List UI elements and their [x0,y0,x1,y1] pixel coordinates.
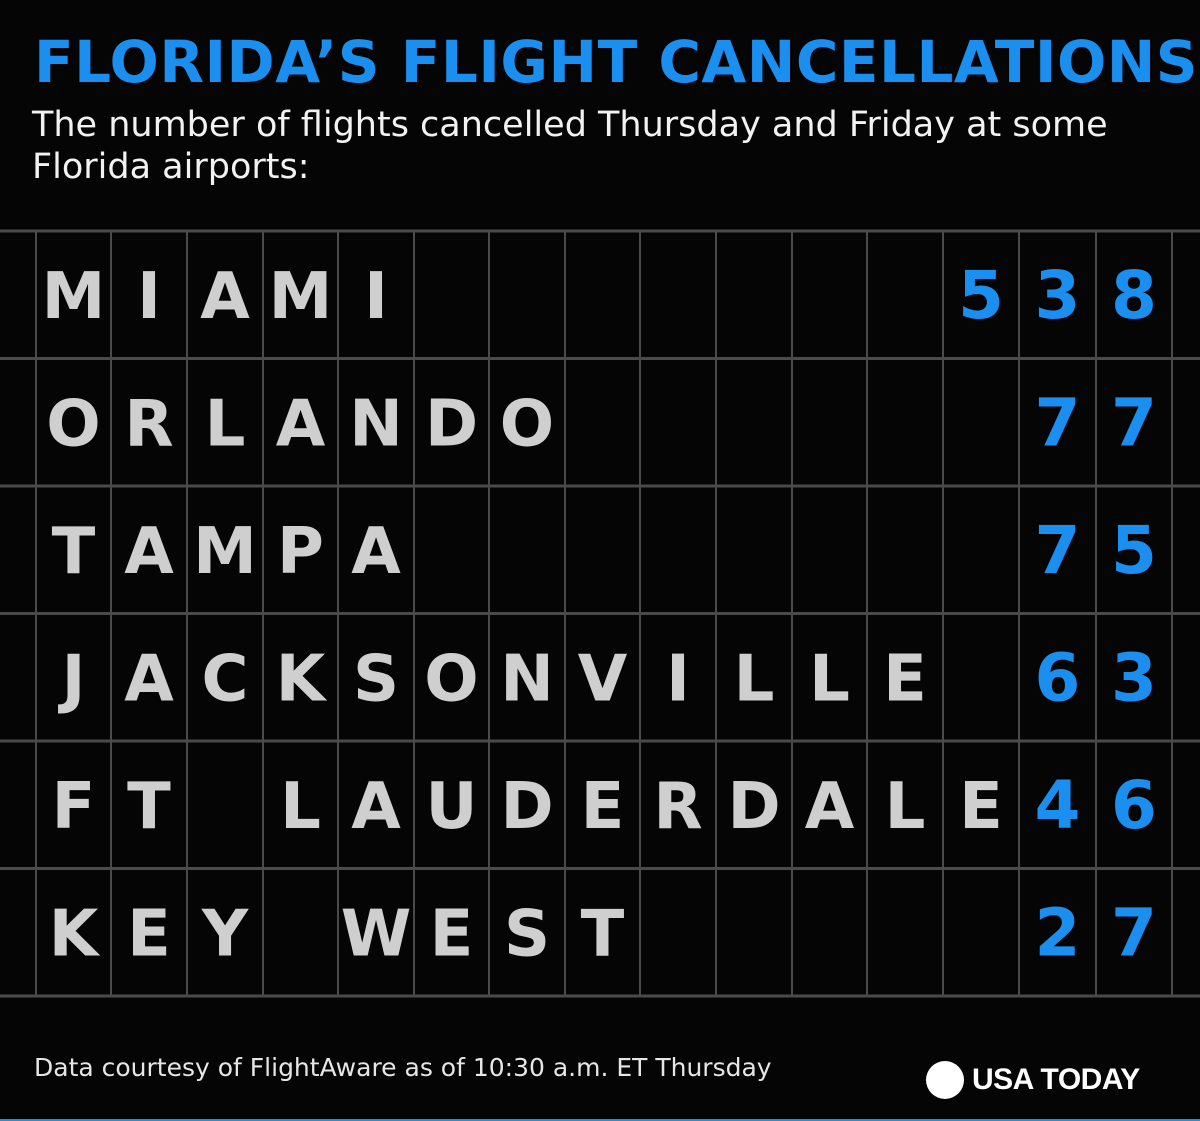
airport-letter: M [193,515,257,589]
cancellation-digit: 6 [1035,639,1081,716]
chart-title: FLORIDA’S FLIGHT CANCELLATIONS [34,28,1199,96]
airport-letter: L [734,642,775,716]
airport-letter: A [124,642,174,716]
cancellation-digit: 7 [1035,512,1081,589]
airport-letter: T [127,770,171,844]
airport-letter: T [52,515,96,589]
chart-subtitle: The number of flights cancelled Thursday… [32,105,1108,187]
airport-letter: A [200,260,250,334]
airport-letter: A [276,387,326,461]
airport-letter: D [500,770,553,844]
cancellation-digit: 4 [1035,767,1081,844]
airport-letter: A [805,770,855,844]
airport-letter: A [124,515,174,589]
cancellation-digit: 8 [1111,257,1157,334]
airport-letter: O [46,387,100,461]
cancellation-digit: 5 [958,257,1004,334]
cancellation-digit: 3 [1035,257,1081,334]
airport-letter: L [280,770,321,844]
cancellation-digit: 6 [1111,767,1157,844]
airport-letter: L [885,770,926,844]
airport-letter: K [276,642,328,716]
airport-letter: J [58,642,86,716]
bottom-accent-line [0,1119,1200,1121]
airport-letter: S [504,897,550,971]
logo-text: USA TODAY [972,1063,1140,1096]
airport-letter: D [727,770,780,844]
airport-letter: I [364,260,388,334]
airport-letter: C [202,642,249,716]
airport-letter: L [809,642,850,716]
airport-letter: Y [201,897,249,971]
source-note: Data courtesy of FlightAware as of 10:30… [34,1053,772,1082]
airport-letter: S [353,642,399,716]
airport-letter: O [500,387,554,461]
cancellation-digit: 7 [1111,384,1157,461]
airport-letter: V [578,642,628,716]
airport-letter: E [581,770,625,844]
airport-letter: N [349,387,403,461]
airport-letter: M [42,260,106,334]
airport-letter: N [500,642,554,716]
cancellation-digit: 7 [1111,894,1157,971]
airport-letter: P [277,515,324,589]
airport-letter: O [424,642,478,716]
cancellation-digit: 5 [1111,512,1157,589]
cancellation-digit: 7 [1035,384,1081,461]
airport-letter: R [124,387,173,461]
airport-letter: E [430,897,474,971]
airport-letter: D [425,387,478,461]
airport-letter: E [127,897,171,971]
airport-letter: K [49,897,101,971]
airport-letter: I [666,642,690,716]
airport-letter: A [351,515,401,589]
airport-letter: I [137,260,161,334]
airport-letter: M [269,260,333,334]
airport-letter: F [52,770,96,844]
airport-letter: W [341,897,412,971]
airport-letter: L [205,387,246,461]
airport-letter: A [351,770,401,844]
airport-letter: E [959,770,1003,844]
logo-circle-icon [926,1061,964,1099]
airport-letter: U [426,770,478,844]
usa-today-logo: USA TODAY [926,1061,1140,1099]
cancellation-digit: 2 [1035,894,1081,971]
cancellation-digit: 3 [1111,639,1157,716]
airport-letter: T [581,897,625,971]
airport-letter: E [883,642,927,716]
airport-letter: R [653,770,702,844]
